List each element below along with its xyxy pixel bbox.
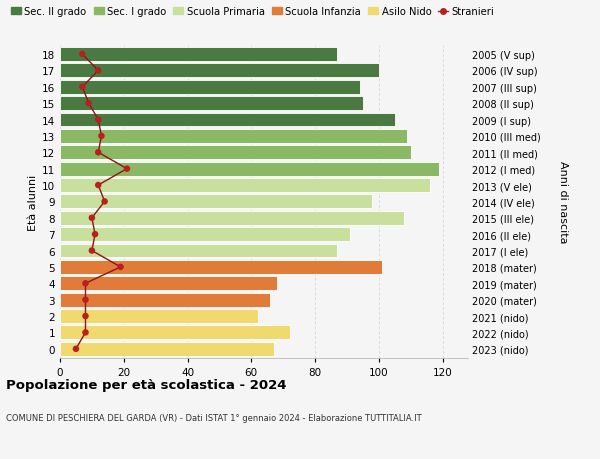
Bar [60,293,271,307]
Point [94,149,103,157]
Text: Popolazione per età scolastica - 2024: Popolazione per età scolastica - 2024 [6,379,287,392]
Text: COMUNE DI PESCHIERA DEL GARDA (VR) - Dati ISTAT 1° gennaio 2024 - Elaborazione T: COMUNE DI PESCHIERA DEL GARDA (VR) - Dat… [6,413,422,422]
Point [90,231,100,238]
Point [80,329,91,336]
Bar [60,260,382,274]
Bar [60,326,290,340]
Bar [60,129,407,144]
Y-axis label: Anni di nascita: Anni di nascita [557,161,568,243]
Point [80,280,91,287]
Point [80,313,91,320]
Bar [60,211,404,225]
Bar [60,48,337,62]
Point [84,100,94,107]
Y-axis label: Età alunni: Età alunni [28,174,38,230]
Bar [60,146,410,160]
Point [122,166,132,173]
Bar [60,179,430,193]
Bar [60,342,274,356]
Point [100,198,109,206]
Point [77,84,87,91]
Point [94,67,103,75]
Legend: Sec. II grado, Sec. I grado, Scuola Primaria, Scuola Infanzia, Asilo Nido, Stran: Sec. II grado, Sec. I grado, Scuola Prim… [11,7,494,17]
Point [116,263,125,271]
Point [97,133,106,140]
Bar [60,97,363,111]
Bar [60,309,257,323]
Bar [60,277,277,291]
Bar [60,64,379,78]
Point [94,117,103,124]
Bar [60,81,359,95]
Point [71,345,81,353]
Bar [60,162,439,176]
Bar [60,113,395,127]
Point [87,215,97,222]
Point [80,297,91,304]
Point [77,51,87,59]
Bar [60,244,337,258]
Bar [60,195,373,209]
Point [87,247,97,255]
Bar [60,228,350,241]
Point [94,182,103,189]
